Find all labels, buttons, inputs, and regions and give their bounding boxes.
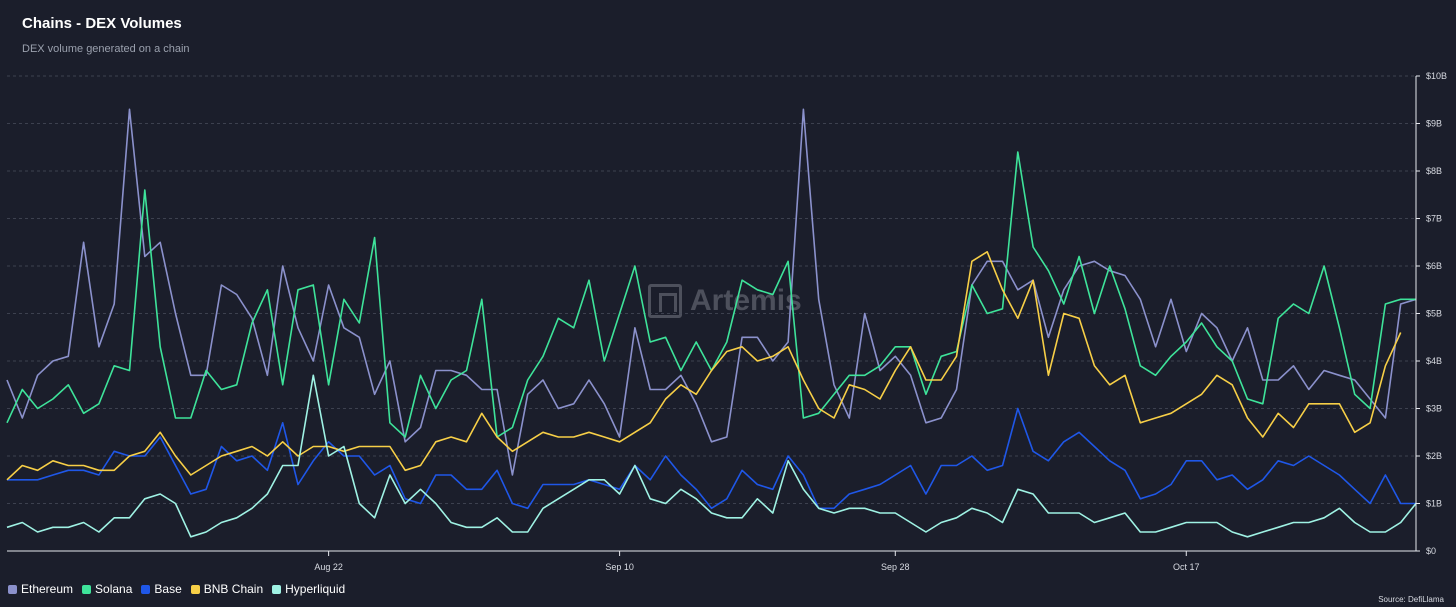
chart-title: Chains - DEX Volumes [22,15,182,32]
series-line-hyperliquid [6,374,1417,538]
x-tick-label: Aug 22 [314,562,343,572]
x-tick-label: Sep 10 [605,562,634,572]
legend-swatch [190,584,200,594]
chart-legend: Ethereum Solana Base BNB Chain Hyperliquid [8,582,354,596]
legend-label: Ethereum [21,582,74,596]
legend-item-hyperliquid[interactable]: Hyperliquid [272,582,345,596]
y-tick-label: $9B [1426,119,1442,129]
legend-label: Hyperliquid [285,582,346,596]
series-line-ethereum [6,108,1417,476]
legend-swatch [141,584,151,594]
legend-item-bnb-chain[interactable]: BNB Chain [190,582,264,596]
legend-swatch [82,584,92,594]
legend-item-solana[interactable]: Solana [82,582,132,596]
y-tick-label: $2B [1426,451,1442,461]
series-lines [6,108,1417,538]
artemis-watermark: Artemis [648,284,802,318]
legend-item-ethereum[interactable]: Ethereum [8,582,73,596]
legend-label: Base [154,582,182,596]
legend-item-base[interactable]: Base [141,582,182,596]
series-line-bnb-chain [6,251,1402,481]
grid-lines [7,75,1420,504]
y-tick-label: $6B [1426,261,1442,271]
y-tick-label: $7B [1426,214,1442,224]
y-tick-label: $5B [1426,309,1442,319]
source-note: Source: DefiLlama [1378,595,1444,604]
series-line-base [7,407,1416,510]
y-tick-label: $0 [1426,546,1436,556]
y-tick-label: $4B [1426,356,1442,366]
legend-swatch [272,584,282,594]
x-tick-label: Sep 28 [881,562,910,572]
chart-subtitle: DEX volume generated on a chain [22,43,190,55]
y-tick-label: $10B [1426,71,1447,81]
y-tick-label: $3B [1426,404,1442,414]
legend-label: BNB Chain [203,582,264,596]
legend-label: Solana [95,582,133,596]
axes: $0 $1B $2B $3B $4B $5B $6B $7B $8B $9B $10B Aug 22 S… [7,71,1447,572]
y-tick-label: $8B [1426,166,1442,176]
watermark-text: Artemis [690,284,802,317]
x-tick-label: Oct 17 [1173,562,1200,572]
artemis-logo-icon [648,284,682,318]
legend-swatch [8,584,17,594]
y-tick-label: $1B [1426,499,1442,509]
series-line-solana [6,151,1416,438]
